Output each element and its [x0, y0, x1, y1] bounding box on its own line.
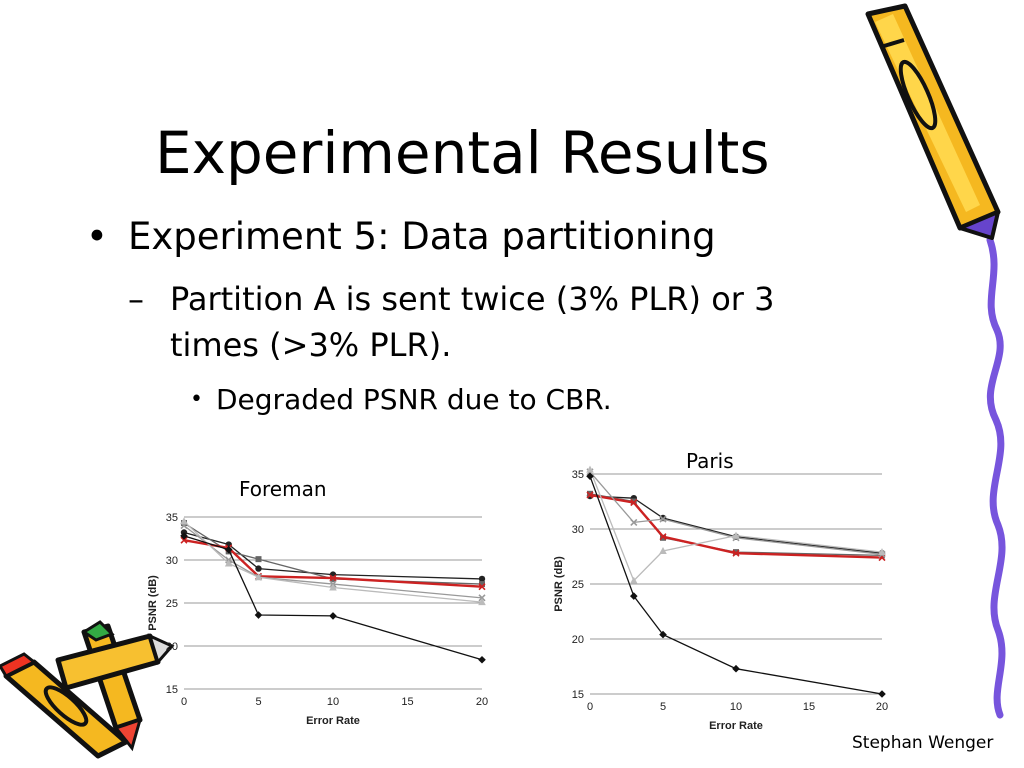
x-tick-label: 0: [587, 701, 593, 713]
x-tick-label: 0: [181, 696, 187, 708]
data-point: [254, 611, 263, 619]
data-point: [180, 536, 188, 544]
data-point: [659, 515, 667, 523]
data-point: [478, 583, 486, 591]
data-point: [732, 531, 740, 539]
data-point: [732, 664, 740, 673]
data-point: [586, 465, 594, 473]
y-tick-label: 20: [166, 641, 178, 653]
data-point: [329, 574, 337, 582]
data-point: [329, 612, 337, 620]
dash-mark: –: [128, 280, 144, 318]
data-point: [478, 594, 486, 602]
y-tick-label: 25: [166, 598, 178, 610]
x-tick-label: 5: [255, 696, 261, 708]
bullet-text-psnr: Degraded PSNR due to CBR.: [216, 383, 612, 416]
pencil-icon: [0, 652, 129, 759]
data-point: [878, 690, 886, 698]
y-tick-label: 35: [572, 469, 584, 481]
x-tick-label: 15: [803, 701, 815, 713]
data-point: [878, 548, 886, 556]
y-tick-label: 20: [572, 634, 584, 646]
bullet-level-2: – Partition A is sent twice (3% PLR) or …: [128, 276, 868, 368]
x-tick-label: 20: [876, 701, 888, 713]
series-line: [589, 495, 883, 554]
y-tick-label: 30: [572, 524, 584, 536]
pencil-icon: [55, 633, 175, 691]
data-point: [254, 573, 263, 581]
data-point: [180, 532, 188, 540]
chart-caption-foreman: Foreman: [239, 477, 327, 501]
data-point: [478, 655, 486, 664]
foreman-psnr-chart: 15 20 25 30 35 0 5 10 15 20 Error Rate PSNR (dB): [147, 512, 488, 727]
y-axis-label: PSNR (dB): [553, 556, 565, 612]
x-axis-label: Error Rate: [306, 715, 360, 727]
data-point: [478, 575, 486, 583]
author-name: Stephan Wenger: [852, 733, 994, 753]
x-tick-label: 5: [660, 701, 666, 713]
data-point: [255, 556, 262, 563]
data-point: [479, 581, 485, 588]
data-point: [180, 517, 188, 525]
data-point: [630, 499, 638, 507]
y-tick-label: 15: [166, 684, 178, 696]
data-point: [224, 545, 233, 554]
y-tick-label: 15: [572, 689, 584, 701]
slide-title: Experimental Results: [155, 119, 770, 187]
y-tick-label: 25: [572, 579, 584, 591]
data-point: [586, 491, 594, 499]
data-point: [478, 598, 486, 606]
squiggle-line-icon: [986, 236, 1006, 719]
pencil-icon: [865, 3, 1001, 240]
data-point: [659, 533, 667, 541]
y-tick-label: 30: [166, 555, 178, 567]
series-line: [589, 471, 883, 555]
bullet-text-experiment: Experiment 5: Data partitioning: [128, 215, 716, 258]
data-point: [630, 592, 638, 600]
bullet-text-partition: Partition A is sent twice (3% PLR) or 3 …: [170, 280, 775, 364]
data-point: [224, 559, 233, 567]
bullet-mark: •: [190, 387, 203, 412]
x-tick-label: 10: [730, 701, 742, 713]
data-point: [659, 547, 667, 554]
data-point: [732, 549, 740, 557]
chart-caption-paris: Paris: [686, 449, 734, 473]
bullet-mark: •: [86, 215, 108, 258]
data-point: [255, 565, 262, 572]
paris-psnr-chart: 15 20 25 30 35 0 5 10 15 20 Error Rate PSNR (dB): [553, 465, 888, 732]
y-axis-label: PSNR (dB): [147, 575, 159, 631]
data-point: [630, 518, 638, 526]
x-tick-label: 20: [476, 696, 488, 708]
series-line: [589, 475, 883, 695]
x-tick-label: 15: [401, 696, 413, 708]
data-point: [329, 583, 337, 591]
series-line: [589, 469, 883, 582]
y-tick-label: 35: [166, 512, 178, 524]
x-axis-label: Error Rate: [709, 720, 763, 732]
x-tick-label: 10: [327, 696, 339, 708]
data-point: [630, 576, 638, 584]
